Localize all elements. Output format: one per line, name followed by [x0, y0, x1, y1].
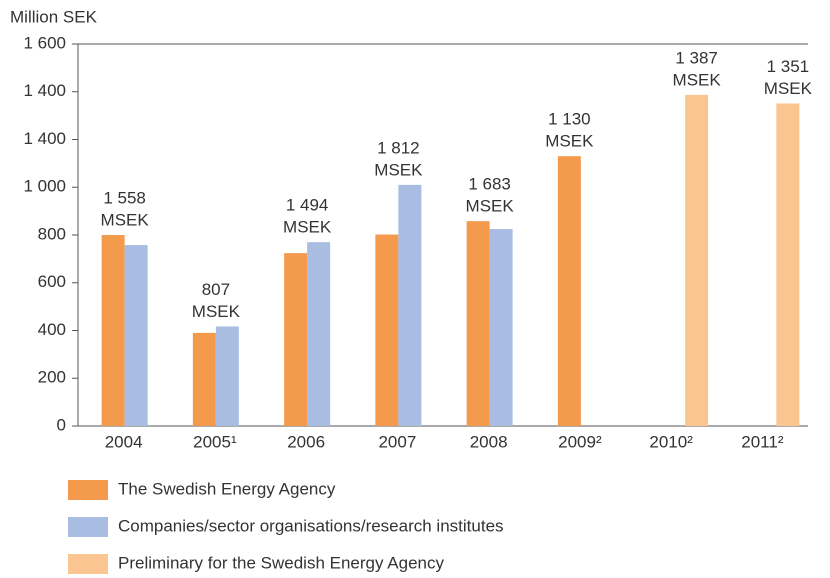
x-tick-label: 2009² — [558, 432, 602, 451]
annotation: MSEK — [192, 302, 241, 321]
bar — [101, 235, 125, 426]
bar — [776, 103, 800, 426]
annotation: 1 351 — [767, 57, 810, 76]
annotation: 1 387 — [675, 48, 718, 67]
y-tick-label: 0 — [57, 415, 66, 434]
bar — [215, 326, 239, 426]
legend-swatch — [68, 480, 108, 500]
annotation: 1 683 — [468, 175, 511, 194]
legend-swatch — [68, 554, 108, 574]
y-axis-label: Million SEK — [10, 7, 98, 26]
x-tick-label: 2007 — [378, 432, 416, 451]
annotation: MSEK — [466, 197, 515, 216]
legend-label: The Swedish Energy Agency — [118, 479, 336, 498]
legend-label: Companies/sector organisations/research … — [118, 516, 504, 535]
annotation: 1 130 — [548, 110, 591, 129]
y-tick-label: 1 400 — [23, 129, 66, 148]
x-tick-label: 2011² — [741, 432, 784, 451]
x-tick-label: 2006 — [287, 432, 325, 451]
annotation: MSEK — [545, 132, 594, 151]
bar — [124, 245, 148, 426]
y-tick-label: 1 000 — [23, 177, 66, 196]
bar — [398, 184, 422, 426]
y-tick-label: 1 600 — [23, 33, 66, 52]
annotation: MSEK — [673, 70, 722, 89]
bar — [284, 253, 308, 426]
annotation: MSEK — [764, 79, 813, 98]
annotation: 1 812 — [377, 138, 420, 157]
bar — [307, 242, 331, 426]
annotation: 807 — [202, 280, 230, 299]
legend-swatch — [68, 517, 108, 537]
bar — [685, 94, 709, 426]
bar — [489, 229, 513, 426]
x-tick-label: 2010² — [649, 432, 693, 451]
annotation: MSEK — [374, 160, 423, 179]
annotation: 1 494 — [286, 196, 329, 215]
x-tick-label: 2004 — [105, 432, 143, 451]
bar — [375, 234, 399, 426]
y-tick-label: 600 — [38, 272, 66, 291]
annotation: MSEK — [101, 210, 150, 229]
legend-label: Preliminary for the Swedish Energy Agenc… — [118, 553, 444, 572]
bar — [466, 221, 490, 426]
x-tick-label: 2005¹ — [193, 432, 237, 451]
annotation: 1 558 — [103, 188, 146, 207]
bar — [192, 332, 216, 426]
y-tick-label: 800 — [38, 224, 66, 243]
annotation: MSEK — [283, 218, 332, 237]
y-tick-label: 200 — [38, 368, 66, 387]
y-tick-label: 400 — [38, 320, 66, 339]
bar — [557, 156, 581, 426]
x-tick-label: 2008 — [470, 432, 508, 451]
y-tick-label: 1 400 — [23, 81, 66, 100]
